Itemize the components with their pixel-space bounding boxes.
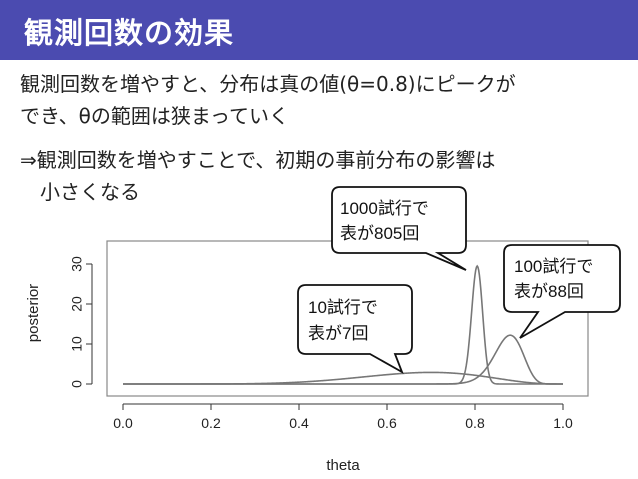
body-line-3: ⇒観測回数を増やすことで、初期の事前分布の影響は	[20, 148, 496, 172]
x-tick-label: 1.0	[553, 415, 573, 431]
x-tick-label: 0.0	[113, 415, 133, 431]
y-tick-label: 10	[69, 336, 85, 352]
posterior-curve-1000	[123, 264, 563, 385]
axes: 0.0 0.2 0.4 0.6 0.8 1.0 theta 0 10 20 30 posterior	[25, 256, 573, 474]
x-tick-label: 0.4	[289, 415, 309, 431]
body-line-1: 観測回数を増やすと、分布は真の値(θ=0.8)にピークが	[20, 72, 516, 96]
x-axis-title: theta	[326, 457, 360, 474]
callout-10-line2: 表が7回	[308, 324, 368, 343]
slide-title: 観測回数の効果	[24, 16, 235, 50]
callout-10: 10試行で 表が7回	[297, 284, 413, 375]
title-bar: 観測回数の効果	[0, 0, 638, 60]
x-tick-label: 0.2	[201, 415, 221, 431]
x-tick-label: 0.8	[465, 415, 485, 431]
callout-1000: 1000試行で 表が805回	[331, 186, 467, 271]
posterior-curve-10	[123, 371, 563, 385]
callout-10-bubble	[297, 284, 413, 375]
y-tick-label: 30	[69, 256, 85, 272]
y-axis-title: posterior	[25, 284, 42, 342]
y-tick-label: 0	[69, 380, 85, 388]
callout-100-line2: 表が88回	[514, 282, 584, 301]
body-line-2: でき、θの範囲は狭まっていく	[20, 104, 290, 128]
callout-1000-line1: 1000試行で	[340, 199, 429, 218]
callout-100: 100試行で 表が88回	[503, 244, 621, 339]
callout-100-line1: 100試行で	[514, 257, 593, 276]
callout-1000-bubble	[331, 186, 467, 271]
body-line-4: 小さくなる	[20, 180, 140, 204]
curves	[123, 264, 563, 385]
callout-100-bubble	[503, 244, 621, 339]
callout-10-line1: 10試行で	[308, 298, 378, 317]
y-tick-label: 20	[69, 296, 85, 312]
callout-1000-line2: 表が805回	[340, 224, 419, 243]
x-tick-label: 0.6	[377, 415, 397, 431]
